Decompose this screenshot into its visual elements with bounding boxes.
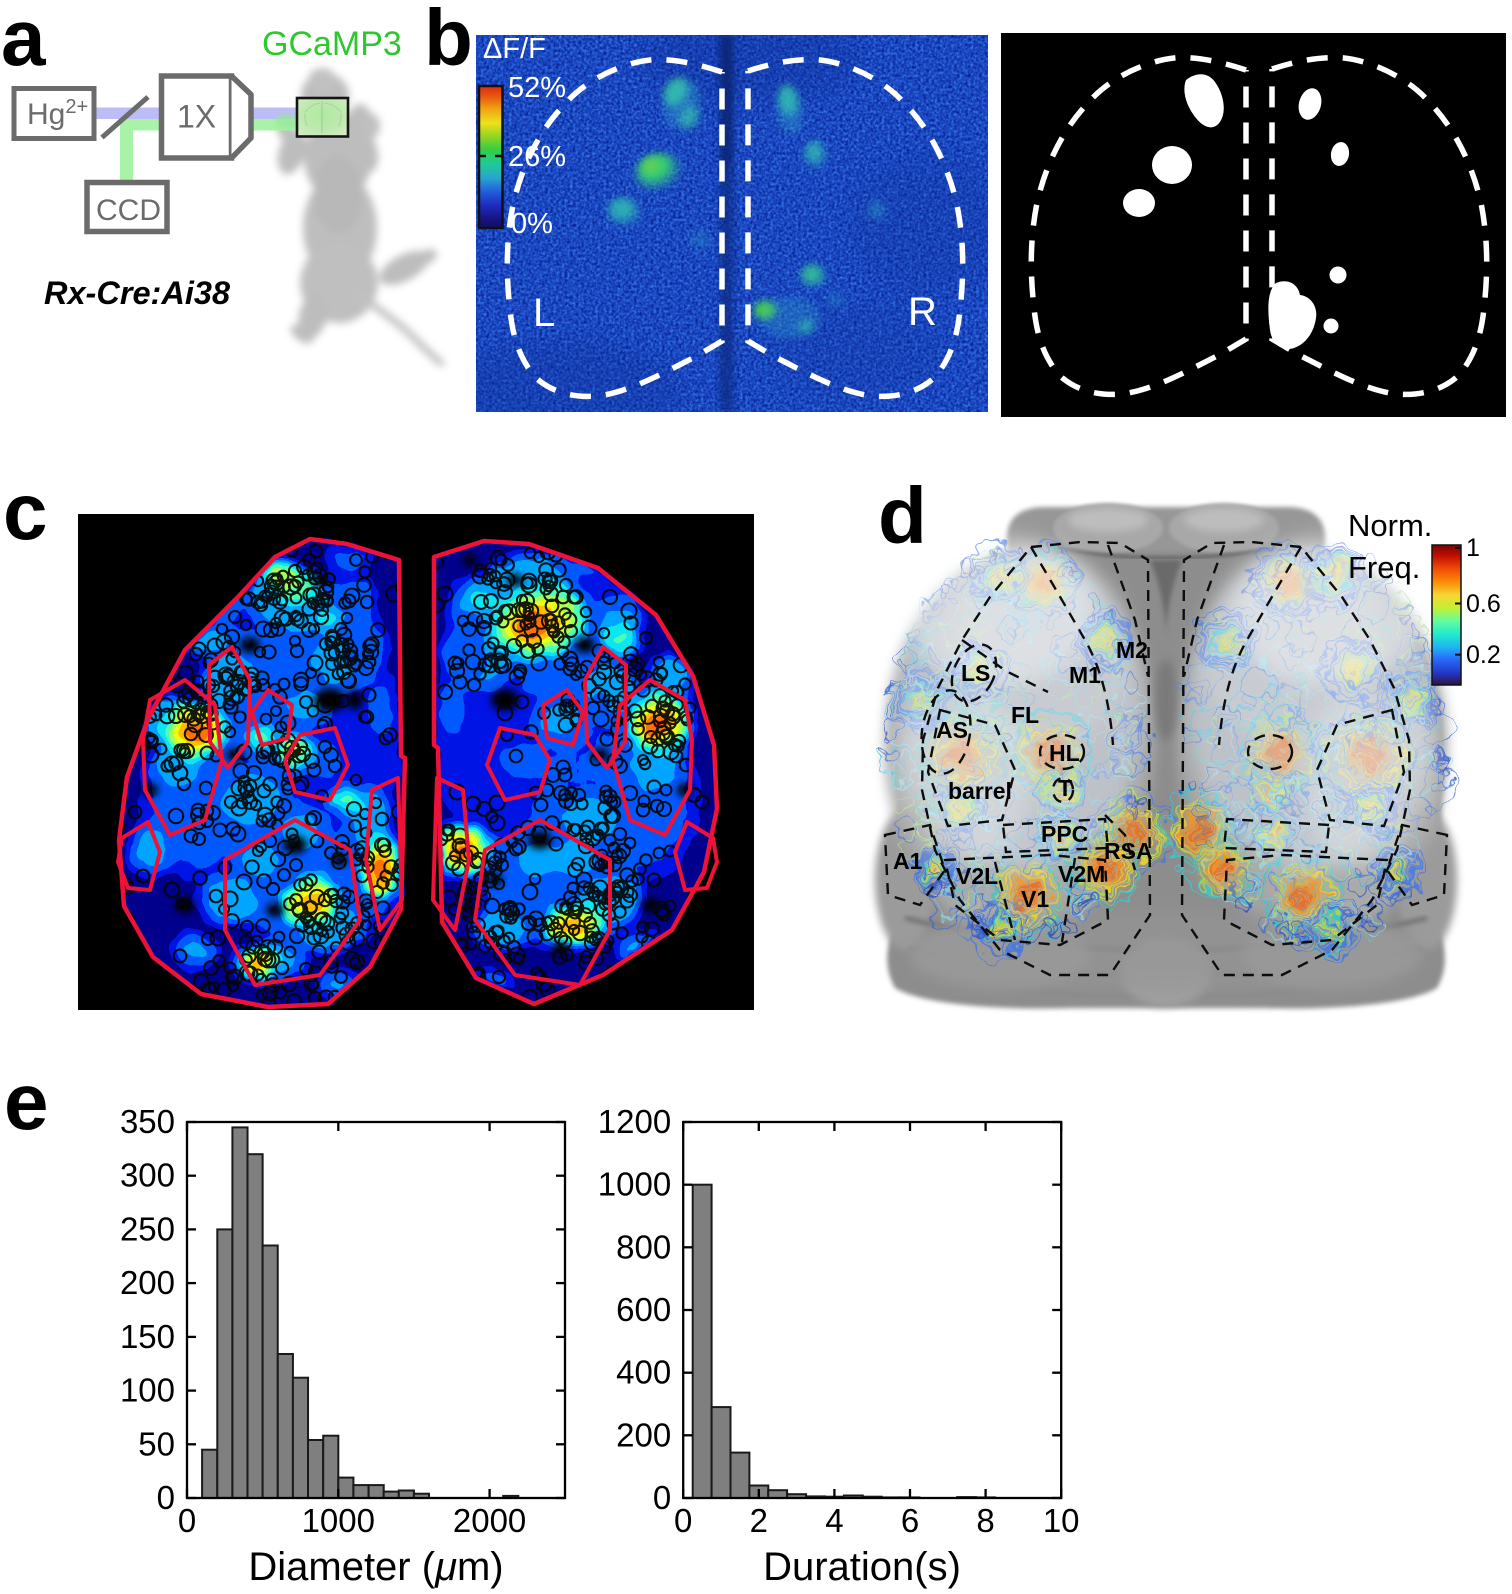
- svg-text:10: 10: [1043, 1502, 1080, 1539]
- svg-text:b: b: [424, 0, 473, 82]
- svg-text:4: 4: [825, 1502, 843, 1539]
- svg-text:Diameter (μm): Diameter (μm): [248, 1545, 503, 1589]
- svg-text:e: e: [4, 1057, 49, 1146]
- svg-text:barrel: barrel: [948, 778, 1012, 804]
- svg-text:Freq.: Freq.: [1348, 550, 1420, 585]
- svg-text:M2: M2: [1116, 637, 1148, 663]
- svg-text:c: c: [3, 467, 48, 556]
- svg-text:d: d: [878, 471, 927, 560]
- svg-text:0: 0: [653, 1479, 671, 1516]
- svg-text:AS: AS: [936, 717, 968, 743]
- svg-text:CCD: CCD: [96, 194, 161, 227]
- svg-text:A1: A1: [893, 848, 923, 874]
- svg-text:200: 200: [120, 1264, 175, 1301]
- svg-text:PPC: PPC: [1041, 821, 1088, 847]
- svg-text:250: 250: [120, 1210, 175, 1247]
- svg-text:Rx-Cre:Ai38: Rx-Cre:Ai38: [44, 275, 231, 311]
- svg-text:0.2: 0.2: [1466, 641, 1501, 669]
- svg-text:0: 0: [674, 1502, 692, 1539]
- svg-text:0: 0: [178, 1502, 196, 1539]
- svg-text:100: 100: [120, 1372, 175, 1409]
- svg-text:350: 350: [120, 1103, 175, 1140]
- svg-text:8: 8: [976, 1502, 994, 1539]
- svg-text:1: 1: [1466, 534, 1480, 562]
- svg-text:V2M: V2M: [1058, 861, 1105, 887]
- svg-text:0%: 0%: [511, 208, 553, 240]
- svg-text:26%: 26%: [508, 141, 566, 173]
- svg-text:Norm.: Norm.: [1348, 508, 1432, 543]
- svg-text:400: 400: [616, 1354, 671, 1391]
- svg-text:300: 300: [120, 1157, 175, 1194]
- svg-text:L: L: [533, 291, 555, 335]
- svg-text:a: a: [1, 0, 46, 82]
- svg-text:6: 6: [901, 1502, 919, 1539]
- svg-text:Duration(s): Duration(s): [763, 1545, 961, 1589]
- svg-text:LS: LS: [961, 660, 990, 686]
- svg-text:52%: 52%: [508, 72, 566, 104]
- svg-text:GCaMP3: GCaMP3: [262, 25, 402, 63]
- svg-text:800: 800: [616, 1228, 671, 1265]
- svg-text:50: 50: [138, 1425, 175, 1462]
- svg-text:150: 150: [120, 1318, 175, 1355]
- svg-text:1000: 1000: [598, 1166, 671, 1203]
- svg-text:V1: V1: [1021, 886, 1049, 912]
- svg-text:M1: M1: [1069, 662, 1101, 688]
- svg-text:1000: 1000: [302, 1502, 375, 1539]
- svg-text:1X: 1X: [177, 99, 216, 135]
- svg-text:600: 600: [616, 1291, 671, 1328]
- svg-text:2000: 2000: [453, 1502, 526, 1539]
- svg-text:200: 200: [616, 1416, 671, 1453]
- svg-text:T: T: [1058, 775, 1072, 801]
- svg-text:0.6: 0.6: [1466, 590, 1501, 618]
- svg-text:ΔF/F: ΔF/F: [483, 33, 546, 65]
- svg-text:2: 2: [750, 1502, 768, 1539]
- svg-text:FL: FL: [1011, 702, 1039, 728]
- svg-text:1200: 1200: [598, 1103, 671, 1140]
- svg-text:RSA: RSA: [1104, 838, 1153, 864]
- svg-text:0: 0: [157, 1479, 175, 1516]
- svg-text:V2L: V2L: [956, 863, 998, 889]
- svg-text:R: R: [908, 290, 937, 334]
- svg-text:HL: HL: [1049, 740, 1080, 766]
